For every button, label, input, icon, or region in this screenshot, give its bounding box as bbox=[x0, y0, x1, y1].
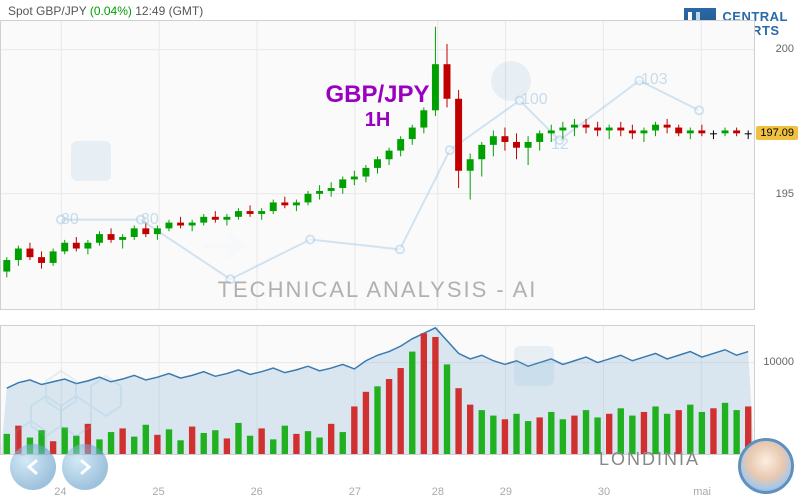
date-xtick: 26 bbox=[251, 486, 263, 498]
date-xtick: 30 bbox=[598, 486, 610, 498]
technical-label: TECHNICAL ANALYSIS - AI bbox=[218, 277, 538, 303]
price-chart[interactable]: GBP/JPY 1H TECHNICAL ANALYSIS - AI 80 80 1… bbox=[0, 20, 755, 310]
wm-value: 12 bbox=[551, 136, 569, 154]
price-ytick: 200 bbox=[776, 43, 794, 55]
date-xtick: 24 bbox=[54, 486, 66, 498]
wm-chart-icon bbox=[71, 141, 111, 181]
pair-label: GBP/JPY bbox=[325, 81, 429, 109]
arrow-right-icon bbox=[73, 455, 97, 479]
chart-header: Spot GBP/JPY (0.04%) 12:49 (GMT) bbox=[8, 4, 203, 18]
current-price-tag: 197.09 bbox=[756, 126, 798, 140]
volume-chart[interactable] bbox=[0, 325, 755, 455]
next-button[interactable] bbox=[62, 444, 108, 490]
wm-arrow-icon bbox=[201, 221, 251, 271]
timestamp: 12:49 (GMT) bbox=[135, 4, 203, 18]
timeframe-label: 1H bbox=[365, 109, 391, 132]
assistant-avatar[interactable] bbox=[738, 438, 794, 494]
date-xaxis: 24 25 26 27 28 29 30 mai bbox=[0, 480, 755, 500]
date-xtick: 29 bbox=[500, 486, 512, 498]
pct-change: (0.04%) bbox=[90, 4, 132, 18]
wm-value: 80 bbox=[61, 211, 79, 229]
wm-hex-icon bbox=[1, 326, 201, 456]
arrow-left-icon bbox=[21, 455, 45, 479]
date-xtick: 27 bbox=[349, 486, 361, 498]
instrument-name: Spot GBP/JPY bbox=[8, 4, 87, 18]
date-xtick: 28 bbox=[432, 486, 444, 498]
wm-value: 103 bbox=[641, 71, 668, 89]
londinia-label: LONDINIA bbox=[599, 449, 700, 470]
date-xtick: mai bbox=[693, 486, 711, 498]
prev-button[interactable] bbox=[10, 444, 56, 490]
volume-yaxis: 10000 bbox=[755, 325, 800, 455]
price-ytick: 195 bbox=[776, 188, 794, 200]
wm-doc-icon bbox=[514, 346, 554, 386]
date-xtick: 25 bbox=[152, 486, 164, 498]
wm-value: 80 bbox=[141, 211, 159, 229]
vol-ytick: 10000 bbox=[763, 356, 794, 368]
wm-value: 100 bbox=[521, 91, 548, 109]
price-yaxis: 195 200 197.09 bbox=[755, 20, 800, 310]
